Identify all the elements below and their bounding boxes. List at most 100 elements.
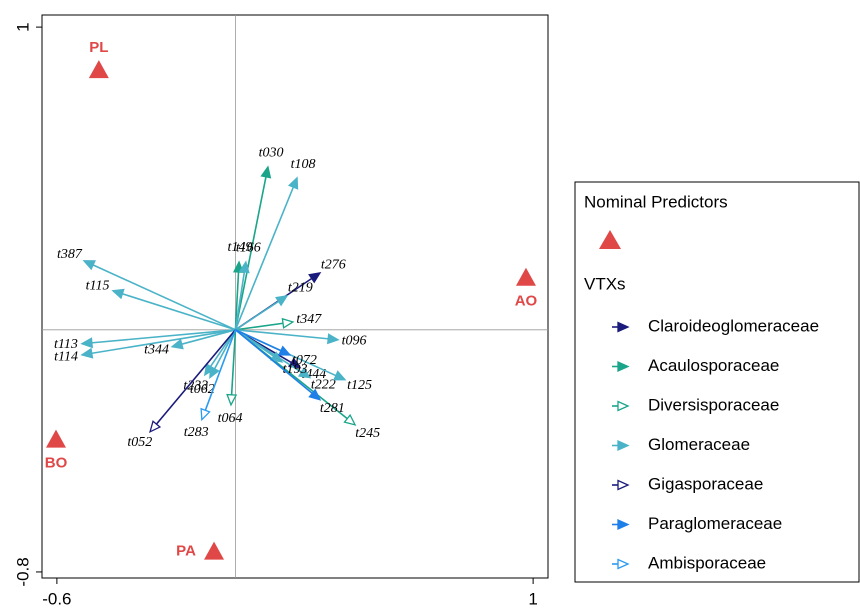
arrow-head: [80, 347, 94, 359]
arrow-shaft: [154, 329, 237, 427]
predictor-label: PL: [89, 39, 108, 56]
arrow-head: [343, 413, 357, 426]
arrow-head: [617, 439, 630, 452]
arrow: [149, 329, 237, 434]
arrow: [111, 288, 236, 331]
arrow-shaft: [234, 269, 240, 330]
arrow: [235, 317, 295, 331]
legend-item: Claroideoglomeraceae: [612, 316, 819, 335]
arrow: [170, 329, 236, 350]
arrow-shaft: [212, 329, 237, 371]
arrow: [226, 329, 238, 407]
predictor-point: [45, 429, 66, 448]
legend-item: Glomeraceae: [612, 435, 750, 454]
arrow-head: [617, 518, 630, 531]
arrow-label: t125: [347, 378, 372, 393]
arrow: [234, 176, 299, 331]
arrow-shaft: [89, 329, 236, 355]
arrow-head: [297, 367, 312, 379]
arrow-head: [238, 260, 250, 274]
y-tick-label: 1: [13, 22, 32, 31]
arrow-head: [200, 407, 211, 422]
x-tick-label: -0.6: [42, 589, 71, 608]
arrow-shaft: [120, 292, 236, 331]
arrow-label: t052: [127, 435, 152, 450]
arrow-shaft: [235, 322, 286, 331]
arrow-label: t062: [190, 382, 215, 397]
legend-label: Diversisporaceae: [648, 395, 779, 414]
arrow-head: [333, 370, 347, 381]
arrow-head: [308, 388, 322, 401]
x-tick-label: 1: [528, 589, 537, 608]
arrow-shaft: [234, 329, 315, 396]
arrow: [235, 329, 292, 356]
arrow: [80, 329, 236, 359]
y-tick-label: -0.8: [13, 557, 32, 586]
legend-item: Gigasporaceae: [612, 474, 763, 493]
plot-frame: [41, 14, 549, 579]
arrow-shaft: [179, 329, 236, 346]
legend-label: Paraglomeraceae: [648, 514, 782, 533]
predictor-point: [515, 267, 536, 286]
arrow-head: [80, 337, 93, 349]
arrow-label: t219: [288, 280, 313, 295]
arrow-label: t072: [292, 353, 317, 368]
arrow-head: [226, 393, 238, 407]
legend-title: Nominal Predictors: [584, 192, 728, 211]
arrow-shaft: [89, 328, 236, 344]
arrow-shaft: [234, 174, 268, 330]
predictor-label: BO: [45, 455, 68, 472]
arrow-label: t444: [301, 367, 326, 382]
legend-predictor-symbol: [599, 230, 621, 249]
arrow-label: t114: [54, 349, 78, 364]
arrow-label: t276: [321, 257, 346, 272]
arrow-label: t283: [184, 425, 209, 440]
arrow-label: t344: [144, 343, 169, 358]
arrow-head: [308, 272, 322, 284]
arrow-head: [327, 333, 340, 345]
arrow: [235, 295, 289, 331]
legend-label: Acaulosporaceae: [648, 356, 779, 375]
arrow: [234, 260, 250, 330]
arrow-shaft: [230, 329, 237, 397]
arrow-head: [209, 365, 220, 380]
arrow-shaft: [234, 269, 246, 330]
arrow-label: t222: [311, 377, 336, 392]
arrow-head: [270, 351, 284, 363]
predictor-label: PA: [176, 543, 196, 560]
arrow-head: [111, 288, 125, 300]
legend-item: Ambisporaceae: [612, 553, 766, 572]
arrow-head: [617, 558, 630, 570]
arrow-head: [82, 260, 96, 271]
arrow-label: t347: [296, 312, 322, 327]
predictor-label: AO: [515, 293, 538, 310]
arrow-label: t281: [320, 401, 345, 416]
legend-item: Acaulosporaceae: [612, 356, 779, 375]
arrow-head: [617, 321, 630, 333]
arrow: [209, 329, 237, 380]
arrow-head: [260, 165, 272, 179]
arrow-head: [275, 295, 289, 307]
legend-box: [574, 181, 860, 583]
legend-item: Paraglomeraceae: [612, 514, 782, 533]
arrow-head: [281, 317, 295, 329]
legend-label: Gigasporaceae: [648, 474, 763, 493]
arrow: [200, 329, 237, 422]
arrow-head: [617, 479, 630, 491]
legend-label: Glomeraceae: [648, 435, 750, 454]
arrow-label: t166: [236, 240, 261, 255]
arrow-shaft: [235, 329, 284, 353]
arrow-label: t108: [291, 157, 316, 172]
arrow-label: t245: [355, 426, 380, 441]
arrow-label: t115: [86, 279, 110, 294]
arrow-label: t030: [259, 145, 284, 160]
arrow: [80, 328, 236, 349]
arrow-shaft: [234, 184, 295, 331]
arrow-head: [170, 338, 184, 350]
arrow-head: [287, 176, 299, 190]
predictor-point: [88, 60, 109, 79]
legend-title: VTXs: [584, 274, 626, 293]
legend-label: Claroideoglomeraceae: [648, 316, 819, 335]
arrow: [82, 260, 236, 331]
